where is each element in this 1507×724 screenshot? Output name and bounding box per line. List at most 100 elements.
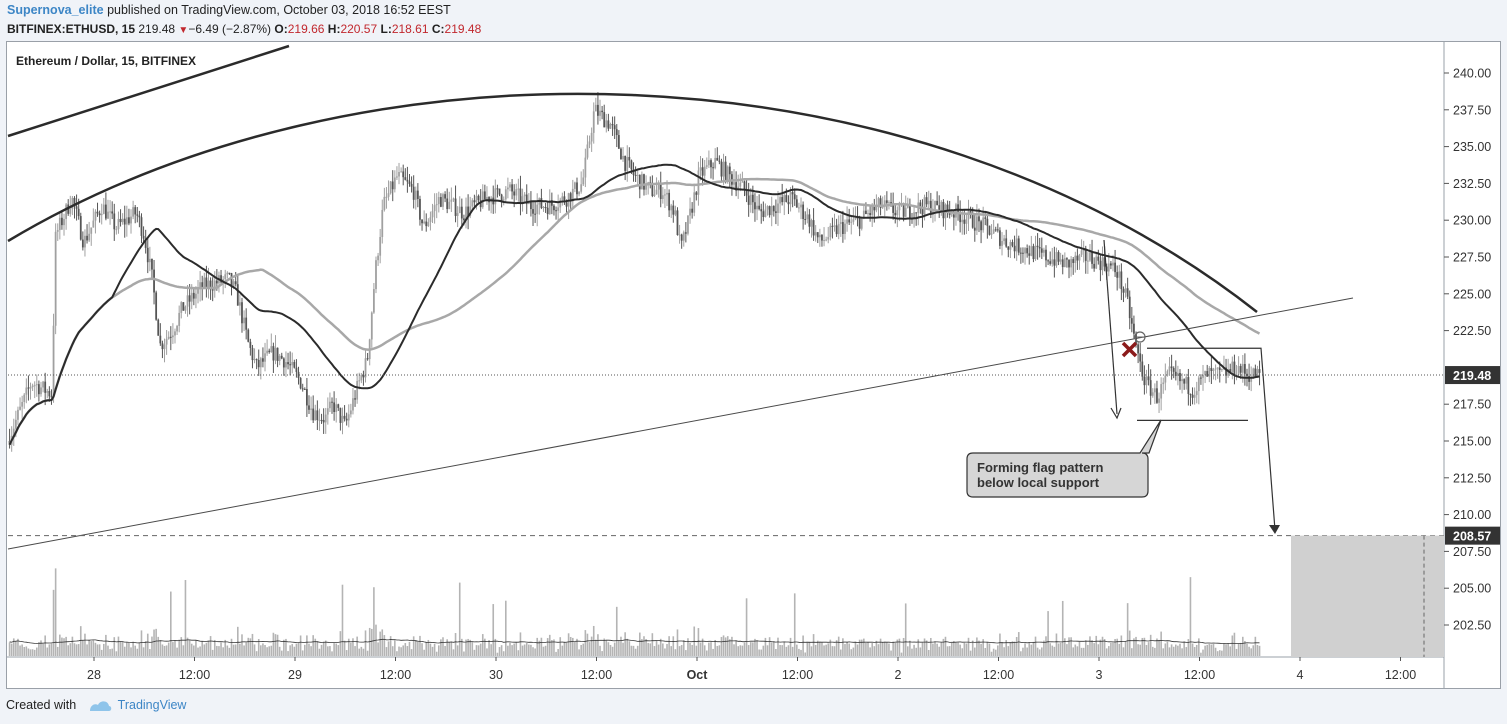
candle [823,227,825,247]
candle [1204,370,1207,384]
candle [1040,237,1043,260]
candle [1022,247,1024,263]
candle [921,199,924,228]
candle [427,218,430,228]
candle [379,228,382,264]
candle [973,214,976,242]
candle [161,340,164,359]
candle [833,213,836,232]
candle [433,193,436,224]
candle [400,167,403,173]
candle [1143,365,1146,395]
candle [345,412,348,426]
chart-panel[interactable]: 240.00 237.50 235.00 232.50 230.00 227.50 225.… [6,41,1501,689]
candle [586,135,589,160]
candle [1237,356,1240,376]
candle [699,155,702,181]
candle [228,272,231,275]
candle [1095,252,1098,270]
current-price-label: 219.48 [1445,366,1500,385]
candle [479,189,482,212]
candle [837,215,840,240]
candle [1055,247,1058,268]
candle [678,224,681,244]
price-tick-label: 227.50 [1453,251,1491,265]
chart-title: Ethereum / Dollar, 15, BITFINEX [16,54,196,68]
candle [1137,342,1140,364]
price-chart[interactable]: 240.00 237.50 235.00 232.50 230.00 227.50 225.… [7,42,1500,688]
candle [195,286,197,309]
candle [408,174,411,187]
candle [716,147,719,161]
candle [1206,364,1209,377]
candle [1130,306,1133,333]
candle [333,391,336,421]
candle [530,191,532,217]
candle [515,183,518,201]
candle [356,373,359,404]
candle [653,185,656,198]
candle [1258,360,1261,386]
time-axis[interactable]: 28 12:00 29 12:00 30 12:00 Oct 12:00 2 12:00 3 12:0… [7,656,1444,682]
candle [165,329,168,355]
candle [559,197,562,213]
candle [354,390,356,407]
candle [747,182,750,217]
candle [913,206,915,228]
plot-area[interactable] [8,43,1444,657]
candle [460,198,463,229]
candle [352,388,354,415]
candle [576,177,578,199]
price-tick-label: 215.00 [1453,435,1491,449]
candle [343,405,346,422]
candle [626,145,629,182]
candle [597,92,599,125]
candle [1063,252,1066,268]
candle [519,175,522,216]
price-axis[interactable]: 240.00 237.50 235.00 232.50 230.00 227.50 225.… [1443,42,1491,688]
candle [477,194,480,203]
candle [1254,364,1257,378]
candle [546,202,549,220]
candle [238,294,241,316]
ma-fast-line [8,163,1260,446]
candle [728,162,731,187]
candle [655,177,658,195]
candle [362,370,365,386]
candle [594,97,597,112]
candle [666,180,668,207]
candle [1243,353,1246,386]
candle [601,105,604,120]
candle [138,210,141,228]
candle [381,199,384,244]
candle [1195,381,1198,404]
svg-text:208.57: 208.57 [1453,530,1491,544]
support-line [7,297,1354,550]
candle [421,219,423,231]
candle [1049,251,1052,266]
candle [37,380,40,402]
candle [251,344,254,369]
candle [687,215,689,236]
candle [695,191,698,201]
candle [46,388,49,399]
candle [157,318,160,336]
candle [1028,245,1031,265]
candle [1091,239,1093,269]
time-tick-label: 30 [489,668,503,682]
candle [132,200,135,220]
candle [291,352,294,374]
author-link[interactable]: Supernova_elite [7,3,104,17]
candle [542,205,545,212]
tradingview-link[interactable]: TradingView [117,698,187,712]
candle [1005,229,1008,248]
measured-move-line [1103,239,1118,415]
candle [511,178,513,200]
candle [894,204,897,224]
candle [906,197,909,209]
candle [119,209,122,227]
candle [620,147,622,160]
candle [391,170,394,202]
candle [12,418,15,446]
